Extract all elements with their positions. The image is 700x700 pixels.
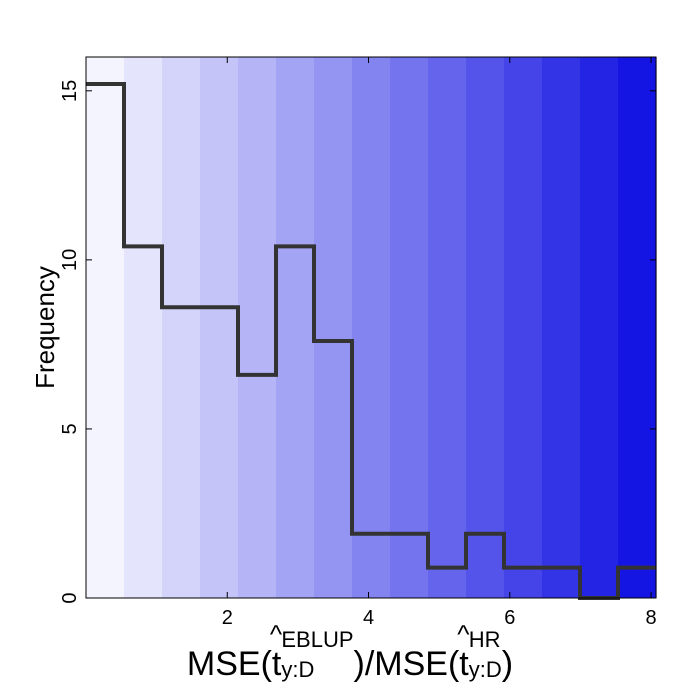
t-eblup-superscript: EBLUP xyxy=(281,627,354,652)
t-hr-symbol: ^ t xyxy=(457,619,469,684)
y-ticks: 0 5 10 15 xyxy=(59,80,656,604)
background-band xyxy=(200,57,239,598)
background-band xyxy=(352,57,391,598)
x-axis-label: MSE(^ t EBLUP y:D)/MSE(^ t HR y:D) xyxy=(0,619,700,690)
hat-accent: ^ xyxy=(269,618,283,649)
background-band xyxy=(276,57,315,598)
x-label-middle: )/MSE( xyxy=(353,644,460,683)
hat-accent: ^ xyxy=(457,618,470,649)
t-eblup-letter: t xyxy=(271,644,282,683)
background-band xyxy=(86,57,125,598)
x-tick-label: 8 xyxy=(645,607,656,629)
background-band xyxy=(428,57,467,598)
t-hr-subscript: y:D xyxy=(468,657,502,682)
background-band xyxy=(580,57,619,598)
x-tick-label: 6 xyxy=(504,607,515,629)
y-tick-label: 5 xyxy=(59,423,81,434)
t-eblup-scripts: EBLUP y:D xyxy=(281,628,353,690)
y-axis-label: Frequency xyxy=(30,266,60,389)
t-hr-letter: t xyxy=(459,644,469,683)
background-band xyxy=(314,57,353,598)
x-tick-label: 4 xyxy=(363,607,374,629)
t-eblup-symbol: ^ t xyxy=(270,619,282,684)
y-tick-label: 15 xyxy=(59,80,81,102)
background-band xyxy=(124,57,163,598)
background-band xyxy=(542,57,581,598)
x-label-suffix: ) xyxy=(501,644,514,683)
background-band xyxy=(504,57,543,598)
background-band xyxy=(466,57,505,598)
histogram-step-line xyxy=(86,82,656,600)
t-eblup-subscript: y:D xyxy=(281,657,315,682)
x-tick-label: 2 xyxy=(222,607,233,629)
histogram-steps xyxy=(86,82,656,600)
t-hr-scripts: HR y:D xyxy=(468,628,502,690)
background-band xyxy=(238,57,277,598)
background-band xyxy=(162,57,201,598)
y-tick-label: 0 xyxy=(59,592,81,603)
background-band xyxy=(618,57,657,598)
background-bands xyxy=(86,57,657,598)
plot-frame xyxy=(85,56,657,599)
background-band xyxy=(390,57,429,598)
x-label-prefix: MSE( xyxy=(186,644,272,683)
t-hr-superscript: HR xyxy=(468,627,501,652)
x-ticks: 2 4 6 8 xyxy=(222,57,657,629)
y-tick-label: 10 xyxy=(59,249,81,271)
